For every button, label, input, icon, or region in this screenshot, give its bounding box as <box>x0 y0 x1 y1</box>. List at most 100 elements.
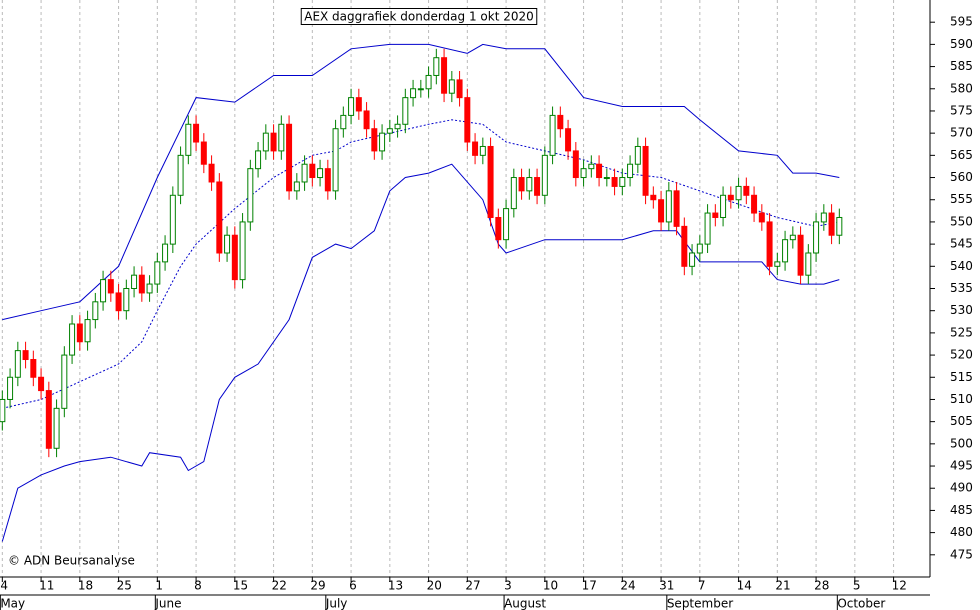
x-tick-label: 20 <box>427 579 442 593</box>
candle-body <box>92 301 99 321</box>
candle-body <box>634 145 641 165</box>
candle-body <box>45 390 52 449</box>
candle-body <box>402 97 409 125</box>
candle-body <box>495 216 502 241</box>
candle-body <box>642 145 649 196</box>
candle-body <box>580 168 587 179</box>
candle-body <box>185 123 192 156</box>
candle-body <box>596 163 603 179</box>
candle-body <box>177 154 184 196</box>
candle-body <box>7 376 14 400</box>
candle-body <box>673 190 680 227</box>
candle-body <box>270 132 277 152</box>
candle-body <box>278 123 285 152</box>
candle-body <box>712 212 719 218</box>
candle-body <box>627 163 634 179</box>
candle-body <box>169 194 176 245</box>
candle-body <box>828 212 835 236</box>
y-tick-label: 495 <box>950 459 973 473</box>
y-tick-label: 540 <box>950 259 973 273</box>
candle-body <box>146 283 153 294</box>
x-tick-label: 21 <box>775 579 790 593</box>
candle-body <box>487 145 494 218</box>
month-label: July <box>325 597 348 610</box>
candle-body <box>526 177 533 192</box>
candle-body <box>464 97 471 143</box>
candle-body <box>681 225 688 267</box>
candle-body <box>650 194 657 201</box>
candle-body <box>115 292 122 312</box>
x-tick-label: 28 <box>814 579 829 593</box>
candle-body <box>208 163 215 183</box>
month-label: June <box>154 597 181 610</box>
candle-body <box>704 212 711 245</box>
candle-body <box>138 274 145 294</box>
candle-body <box>61 354 68 409</box>
candle-body <box>820 212 827 223</box>
x-tick-label: 17 <box>582 579 597 593</box>
candle-body <box>448 79 455 94</box>
month-label: September <box>667 597 733 610</box>
y-tick-label: 525 <box>950 325 973 339</box>
x-tick-label: 11 <box>39 579 54 593</box>
candle-body <box>386 128 393 134</box>
y-tick-label: 500 <box>950 436 973 450</box>
candle-body <box>541 154 548 196</box>
candle-body <box>735 185 742 201</box>
x-tick-label: 7 <box>698 579 706 593</box>
candle-body <box>503 208 510 241</box>
y-tick-label: 550 <box>950 214 973 228</box>
y-tick-label: 560 <box>950 170 973 184</box>
candle-body <box>131 274 138 289</box>
candle-body <box>603 177 610 180</box>
y-tick-label: 580 <box>950 81 973 95</box>
title-box <box>300 8 538 25</box>
candle-body <box>84 319 91 343</box>
candle-body <box>534 177 541 196</box>
candle-body <box>224 234 231 254</box>
candle-body <box>813 221 820 254</box>
candle-body <box>38 376 45 392</box>
y-tick-label: 515 <box>950 370 973 384</box>
y-tick-label: 595 <box>950 15 973 29</box>
candle-body <box>805 252 812 276</box>
candle-body <box>154 261 161 285</box>
candle-body <box>727 194 734 201</box>
candle-body <box>332 128 339 192</box>
candle-body <box>572 150 579 179</box>
candle-body <box>665 190 672 223</box>
y-tick-label: 570 <box>950 126 973 140</box>
candle-body <box>286 123 293 192</box>
x-tick-label: 8 <box>194 579 202 593</box>
x-tick-label: 4 <box>0 579 8 593</box>
candle-body <box>363 110 370 130</box>
candle-body <box>255 150 262 170</box>
candle-body <box>417 88 424 91</box>
candle-body <box>696 243 703 254</box>
candle-body <box>22 350 29 361</box>
candle-body <box>425 74 432 90</box>
candle-body <box>410 88 417 99</box>
candle-body <box>239 221 246 281</box>
candle-body <box>324 168 331 192</box>
x-tick-label: 14 <box>737 579 752 593</box>
candle-body <box>456 79 463 99</box>
candle-body <box>565 128 572 152</box>
x-tick-label: 18 <box>78 579 93 593</box>
credit: © ADN Beursanalyse <box>8 554 135 568</box>
plot <box>0 43 843 542</box>
candle-body <box>797 234 804 276</box>
candle-body <box>107 279 114 294</box>
x-tick-label: 25 <box>117 579 132 593</box>
candle-body <box>394 123 401 130</box>
candle-body <box>348 97 355 116</box>
x-tick-label: 22 <box>272 579 287 593</box>
candle-body <box>123 288 130 312</box>
candle-body <box>293 181 300 192</box>
candle-body <box>789 234 796 241</box>
y-tick-label: 555 <box>950 192 973 206</box>
candle-body <box>441 57 448 94</box>
candle-body <box>231 234 238 281</box>
